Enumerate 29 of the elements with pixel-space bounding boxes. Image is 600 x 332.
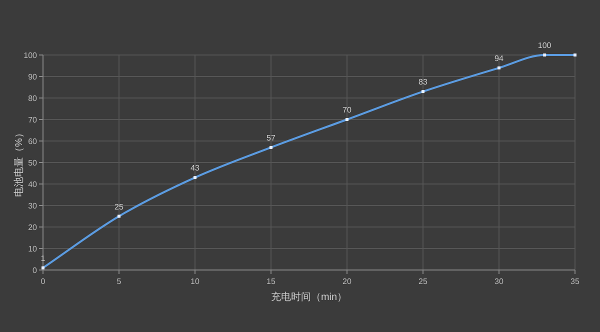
y-tick-label: 40: [28, 180, 38, 189]
y-tick-label: 0: [32, 266, 38, 275]
x-tick-label: 35: [570, 277, 580, 286]
y-tick-label: 70: [28, 116, 38, 124]
data-label: 100: [538, 41, 552, 50]
x-tick-label: 30: [494, 277, 504, 286]
x-tick-label: 15: [266, 277, 276, 286]
data-label: 94: [494, 54, 504, 63]
data-label: 70: [342, 106, 352, 114]
x-tick-label: 5: [116, 277, 122, 286]
x-tick-label: 20: [342, 277, 352, 286]
data-label: 43: [190, 164, 200, 173]
y-tick-label: 100: [24, 51, 38, 60]
y-tick-label: 80: [28, 94, 38, 103]
x-tick-label: 0: [40, 277, 46, 286]
data-label: 25: [114, 202, 124, 212]
y-tick-label: 60: [28, 137, 38, 146]
y-axis-title: 电池电量（%）: [13, 128, 25, 197]
data-label: 83: [418, 78, 428, 87]
data-label: 1: [40, 254, 46, 263]
data-label: 57: [266, 133, 276, 142]
y-tick-label: 20: [28, 223, 38, 232]
x-tick-label: 25: [418, 277, 428, 286]
x-tick-label: 10: [190, 277, 200, 286]
x-axis-title: 充电时间（min）: [270, 291, 348, 303]
y-tick-label: 90: [28, 72, 38, 82]
y-tick-label: 30: [28, 202, 38, 210]
y-tick-label: 50: [28, 158, 38, 168]
y-tick-label: 10: [28, 244, 38, 254]
